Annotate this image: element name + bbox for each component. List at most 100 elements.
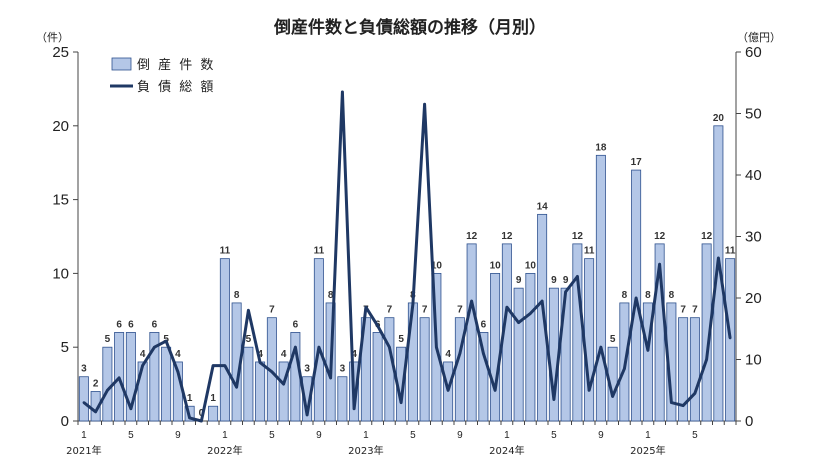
line-point — [493, 388, 497, 392]
bar — [478, 332, 489, 422]
bar-data-label: 6 — [481, 319, 487, 330]
line-point — [258, 361, 262, 364]
bar-data-label: 12 — [501, 231, 513, 242]
line-point — [540, 299, 544, 303]
x-year-label: 2025年 — [630, 444, 665, 457]
x-month-label: 9 — [316, 430, 322, 441]
bar-data-label: 5 — [246, 334, 252, 345]
bar-data-label: 9 — [516, 275, 522, 286]
bar-data-label: 3 — [304, 364, 310, 375]
line-point — [106, 388, 109, 392]
bar-data-label: 8 — [234, 290, 240, 301]
line-point — [305, 413, 309, 417]
bar-data-label: 1 — [187, 393, 193, 404]
bar — [513, 287, 524, 422]
line-point — [470, 299, 473, 303]
right-tick-label: 50 — [745, 106, 762, 123]
legend-line-label: 負 債 総 額 — [137, 80, 215, 95]
bar — [278, 361, 289, 422]
bar-data-label: 8 — [622, 290, 628, 301]
bar — [537, 213, 548, 422]
bar-data-label: 4 — [281, 349, 287, 360]
line-point — [153, 345, 156, 349]
bar — [490, 272, 501, 422]
bar-data-label: 20 — [713, 113, 725, 124]
line-point — [599, 345, 603, 349]
bar-data-label: 8 — [328, 290, 334, 301]
line-point — [223, 364, 227, 367]
line-point — [388, 345, 391, 349]
bar — [725, 258, 736, 422]
bar — [713, 125, 724, 422]
x-month-label: 5 — [128, 430, 134, 441]
bar — [125, 332, 136, 422]
bar-data-label: 12 — [572, 231, 584, 242]
line-point — [717, 256, 720, 260]
line-point — [411, 302, 415, 306]
legend-bar-label: 倒 産 件 数 — [137, 57, 215, 73]
bar-data-label: 3 — [340, 364, 346, 375]
bar — [102, 346, 113, 422]
bar-data-label: 7 — [457, 305, 463, 316]
bar — [584, 258, 595, 422]
line-point — [200, 419, 203, 423]
bar-data-label: 1 — [210, 393, 216, 404]
x-year-label: 2023年 — [348, 444, 383, 457]
bar-data-label: 4 — [140, 349, 146, 360]
bar — [149, 332, 160, 422]
right-tick-label: 60 — [745, 44, 762, 61]
x-year-label: 2022年 — [207, 444, 242, 457]
bar-data-label: 3 — [81, 364, 87, 375]
line-point — [141, 364, 144, 367]
bar — [595, 154, 606, 422]
line-point — [211, 364, 215, 367]
line-point — [728, 336, 732, 340]
line-point — [247, 309, 250, 312]
line-point — [376, 324, 379, 327]
line-point — [646, 348, 650, 352]
line-point — [517, 321, 520, 324]
bar-data-label: 12 — [654, 231, 666, 242]
bar-data-label: 4 — [175, 349, 181, 360]
bar-data-label: 10 — [525, 260, 537, 271]
bar-data-label: 11 — [220, 246, 231, 257]
x-month-label: 5 — [410, 430, 416, 441]
bar-data-label: 6 — [128, 319, 134, 330]
line-point — [587, 388, 591, 392]
left-tick-label: 25 — [52, 44, 69, 61]
bar-data-label: 9 — [551, 275, 557, 286]
line-point — [317, 345, 321, 349]
line-point — [341, 90, 344, 94]
line-point — [670, 401, 673, 404]
line-point — [235, 385, 238, 389]
chart-title: 倒産件数と負債総額の推移（月別） — [273, 17, 546, 38]
bar — [419, 317, 430, 422]
line-point — [364, 305, 368, 309]
bar-data-label: 8 — [669, 290, 675, 301]
line-point — [681, 404, 685, 407]
line-point — [94, 410, 97, 414]
x-month-label: 1 — [81, 430, 87, 441]
bar — [208, 405, 219, 422]
bar-data-label: 6 — [152, 319, 158, 330]
left-tick-label: 20 — [52, 118, 69, 135]
bar — [642, 302, 653, 422]
bar-data-label: 5 — [105, 334, 111, 345]
line-point — [623, 367, 626, 371]
line-point — [164, 339, 168, 343]
left-tick-label: 10 — [52, 265, 69, 282]
bar-data-label: 10 — [490, 260, 502, 271]
bar-data-label: 4 — [257, 349, 263, 360]
bar-data-label: 12 — [701, 231, 713, 242]
line-point — [611, 395, 614, 398]
bar-data-label: 9 — [563, 275, 569, 286]
line-point — [294, 345, 297, 349]
bar — [689, 317, 700, 422]
line-point — [529, 312, 532, 315]
bar — [219, 258, 230, 422]
bar-data-label: 4 — [351, 349, 357, 360]
line-point — [399, 401, 403, 404]
line-point — [435, 345, 438, 349]
x-month-label: 9 — [175, 430, 181, 441]
